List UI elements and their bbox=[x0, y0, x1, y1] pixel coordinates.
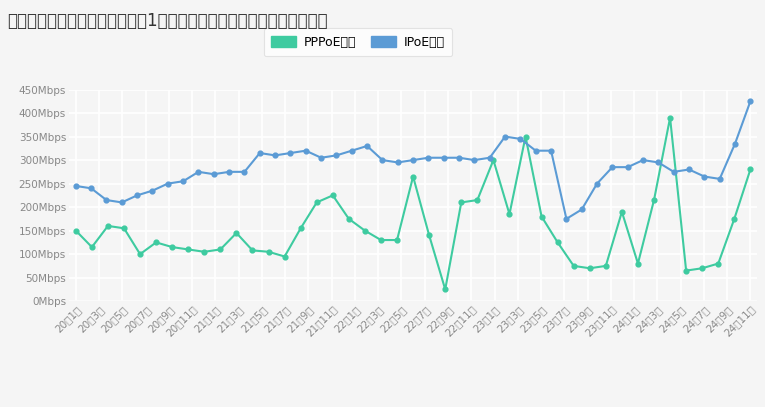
Point bbox=[146, 187, 158, 194]
Point bbox=[683, 166, 695, 173]
Point bbox=[529, 147, 542, 154]
Point bbox=[483, 155, 496, 161]
Point bbox=[536, 213, 548, 220]
Point bbox=[600, 263, 612, 269]
Point bbox=[712, 260, 724, 267]
Point bbox=[150, 239, 162, 246]
Point bbox=[632, 260, 644, 267]
Point bbox=[471, 197, 483, 204]
Point bbox=[698, 173, 711, 180]
Point bbox=[330, 152, 343, 159]
Point bbox=[239, 168, 251, 175]
Point bbox=[343, 216, 355, 222]
Point bbox=[468, 157, 480, 163]
Point bbox=[254, 150, 266, 156]
Point bbox=[668, 168, 680, 175]
Point bbox=[591, 180, 603, 187]
Point bbox=[637, 157, 649, 163]
Point bbox=[315, 155, 327, 161]
Point bbox=[376, 157, 389, 163]
Point bbox=[664, 114, 676, 121]
Point bbox=[584, 265, 596, 271]
Point bbox=[392, 159, 404, 166]
Point bbox=[616, 208, 628, 215]
Point bbox=[552, 239, 564, 246]
Point bbox=[455, 199, 467, 206]
Point bbox=[607, 164, 619, 171]
Point bbox=[487, 157, 500, 163]
Point bbox=[161, 180, 174, 187]
Point bbox=[327, 192, 339, 199]
Point bbox=[86, 244, 98, 250]
Point bbox=[207, 171, 220, 177]
Point bbox=[439, 286, 451, 293]
Point bbox=[696, 265, 708, 271]
Point bbox=[278, 253, 291, 260]
Point bbox=[85, 185, 97, 192]
Point bbox=[714, 176, 726, 182]
Point bbox=[653, 159, 665, 166]
Point bbox=[545, 147, 557, 154]
Point bbox=[116, 199, 128, 206]
Point bbox=[182, 246, 194, 253]
Point bbox=[575, 206, 588, 213]
Point bbox=[118, 225, 130, 232]
Point bbox=[192, 168, 204, 175]
Point bbox=[131, 192, 143, 199]
Point bbox=[223, 168, 236, 175]
Point bbox=[295, 225, 307, 232]
Point bbox=[519, 133, 532, 140]
Point bbox=[177, 178, 189, 184]
Point bbox=[391, 237, 403, 243]
Point bbox=[300, 147, 312, 154]
Point bbox=[269, 152, 282, 159]
Legend: PPPoE接続, IPoE接続: PPPoE接続, IPoE接続 bbox=[264, 28, 452, 56]
Point bbox=[246, 247, 259, 254]
Point bbox=[70, 183, 82, 189]
Point bbox=[744, 98, 757, 105]
Point bbox=[230, 230, 243, 236]
Point bbox=[166, 244, 178, 250]
Point bbox=[423, 232, 435, 239]
Point bbox=[100, 197, 112, 204]
Point bbox=[407, 157, 419, 163]
Point bbox=[262, 249, 275, 255]
Point bbox=[198, 249, 210, 255]
Point bbox=[285, 150, 297, 156]
Point bbox=[568, 263, 580, 269]
Point bbox=[407, 173, 419, 180]
Point bbox=[648, 197, 660, 204]
Text: ソフトバンク光の夜の時間帯の1ヶ月ごとの平均ダウンロード速度推移: ソフトバンク光の夜の時間帯の1ヶ月ごとの平均ダウンロード速度推移 bbox=[8, 12, 328, 30]
Point bbox=[499, 133, 511, 140]
Point bbox=[70, 228, 82, 234]
Point bbox=[728, 216, 741, 222]
Point bbox=[375, 237, 387, 243]
Point bbox=[102, 223, 114, 229]
Point bbox=[453, 155, 465, 161]
Point bbox=[438, 155, 450, 161]
Point bbox=[134, 251, 146, 257]
Point bbox=[622, 164, 634, 171]
Point bbox=[514, 136, 526, 142]
Point bbox=[680, 267, 692, 274]
Point bbox=[214, 246, 226, 253]
Point bbox=[503, 211, 516, 217]
Point bbox=[361, 143, 373, 149]
Point bbox=[311, 199, 323, 206]
Point bbox=[744, 166, 757, 173]
Point bbox=[422, 155, 435, 161]
Point bbox=[359, 228, 371, 234]
Point bbox=[729, 140, 741, 147]
Point bbox=[560, 216, 572, 222]
Point bbox=[346, 147, 358, 154]
